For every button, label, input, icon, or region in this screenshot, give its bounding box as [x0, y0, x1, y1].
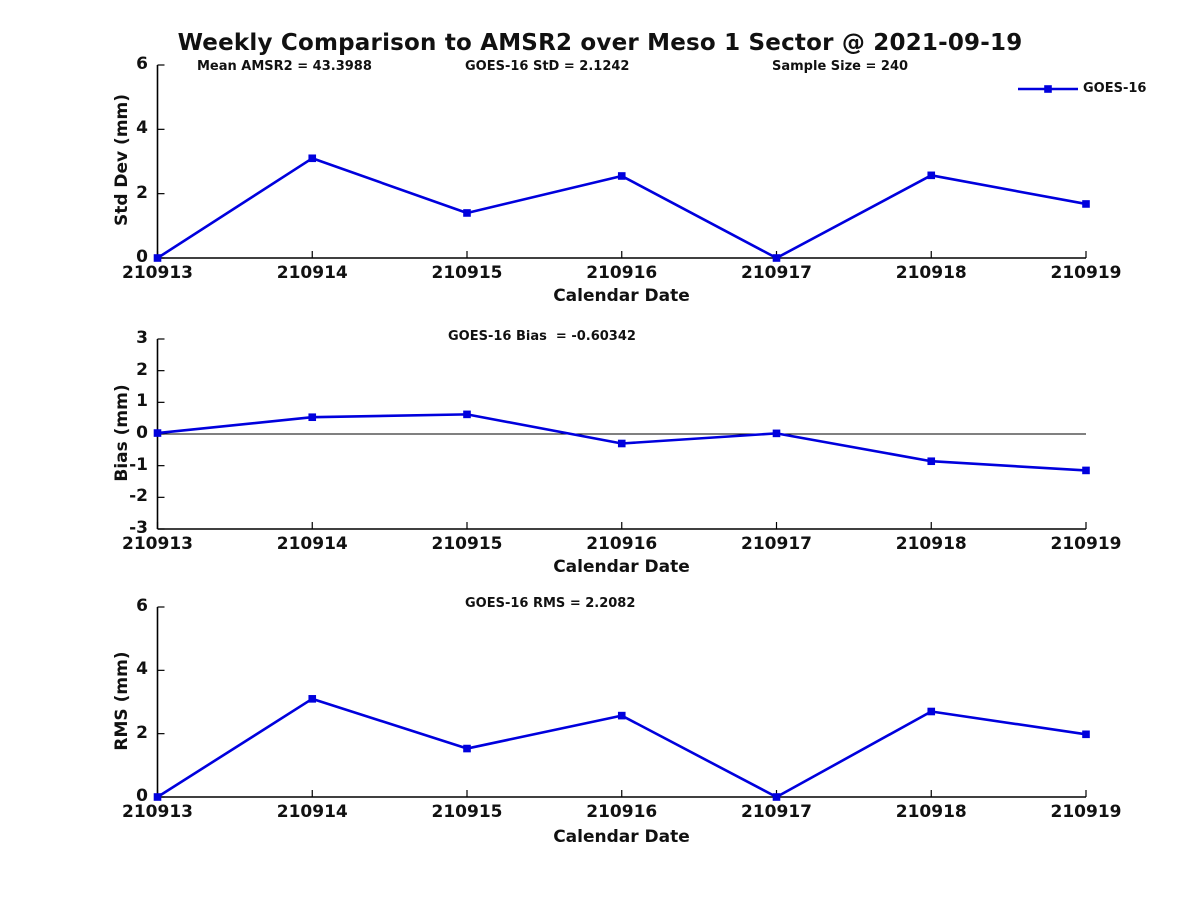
- data-point-marker: [927, 457, 936, 466]
- y-tick-label: 4: [136, 659, 148, 680]
- y-tick-label: 0: [136, 786, 148, 806]
- data-point-marker: [1082, 466, 1090, 475]
- data-point-marker: [617, 172, 626, 180]
- data-point-marker: [927, 707, 936, 716]
- y-tick-label: -1: [129, 454, 148, 475]
- y-tick-label: -2: [129, 486, 148, 507]
- data-point-marker: [308, 154, 317, 163]
- x-tick-label: 210914: [276, 263, 348, 283]
- data-point-marker: [463, 744, 471, 753]
- x-tick-label: 210915: [431, 802, 503, 822]
- x-tick-label: 210913: [122, 802, 193, 822]
- data-point-marker: [927, 171, 936, 180]
- data-point-marker: [308, 695, 317, 703]
- x-tick-label: 210918: [895, 802, 967, 822]
- x-tick-label: 210914: [276, 534, 348, 554]
- x-tick-label: 210913: [122, 534, 193, 554]
- x-tick-label: 210915: [431, 534, 503, 554]
- y-tick-label: 6: [136, 596, 148, 616]
- y-tick-label: 6: [136, 54, 148, 74]
- y-tick-label: 2: [136, 359, 148, 380]
- data-point-marker: [463, 209, 471, 217]
- data-point-marker: [617, 439, 626, 448]
- y-tick-label: 2: [136, 722, 148, 743]
- legend-marker: [1044, 85, 1052, 93]
- data-point-marker: [153, 793, 162, 801]
- x-tick-label: 210918: [895, 263, 967, 283]
- x-tick-label: 210919: [1050, 802, 1122, 822]
- stat-goes16-std: GOES-16 StD = 2.1242: [465, 59, 630, 74]
- data-point-marker: [772, 429, 781, 438]
- data-point-marker: [463, 410, 471, 419]
- y-tick-label: 4: [136, 118, 148, 139]
- x-tick-label: 210914: [276, 802, 348, 822]
- x-axis-label-1: Calendar Date: [553, 286, 690, 306]
- y-tick-label: 1: [136, 391, 148, 412]
- x-tick-label: 210917: [741, 802, 812, 822]
- x-axis-label-2: Calendar Date: [553, 557, 690, 577]
- x-tick-label: 210917: [741, 263, 812, 283]
- stat-sample-size: Sample Size = 240: [772, 59, 909, 74]
- panel-title-rms: GOES-16 RMS = 2.2082: [465, 596, 636, 611]
- x-tick-label: 210916: [586, 534, 658, 554]
- data-point-marker: [1082, 200, 1090, 208]
- data-point-marker: [308, 413, 317, 422]
- legend-label: GOES-16: [1083, 81, 1147, 96]
- x-tick-label: 210916: [586, 802, 658, 822]
- figure-title: Weekly Comparison to AMSR2 over Meso 1 S…: [177, 30, 1023, 56]
- data-point-marker: [617, 711, 626, 720]
- x-tick-label: 210919: [1050, 534, 1122, 554]
- x-tick-label: 210918: [895, 534, 967, 554]
- data-point-marker: [772, 793, 781, 801]
- y-tick-label: -3: [129, 518, 148, 538]
- x-axis-label-3: Calendar Date: [553, 827, 690, 847]
- data-point-marker: [153, 429, 162, 437]
- stat-mean-amsr2: Mean AMSR2 = 43.3988: [197, 59, 372, 74]
- y-tick-label: 3: [136, 328, 148, 348]
- data-point-marker: [772, 254, 781, 262]
- data-point-marker: [153, 254, 162, 262]
- x-tick-label: 210917: [741, 534, 812, 554]
- y-tick-label: 0: [136, 423, 148, 443]
- data-point-marker: [1082, 730, 1090, 739]
- y-tick-label: 0: [136, 247, 148, 267]
- x-tick-label: 210915: [431, 263, 503, 283]
- x-tick-label: 210919: [1050, 263, 1122, 283]
- panel-title-bias: GOES-16 Bias = -0.60342: [448, 329, 636, 344]
- x-tick-label: 210916: [586, 263, 658, 283]
- x-tick-label: 210913: [122, 263, 193, 283]
- y-tick-label: 2: [136, 182, 148, 203]
